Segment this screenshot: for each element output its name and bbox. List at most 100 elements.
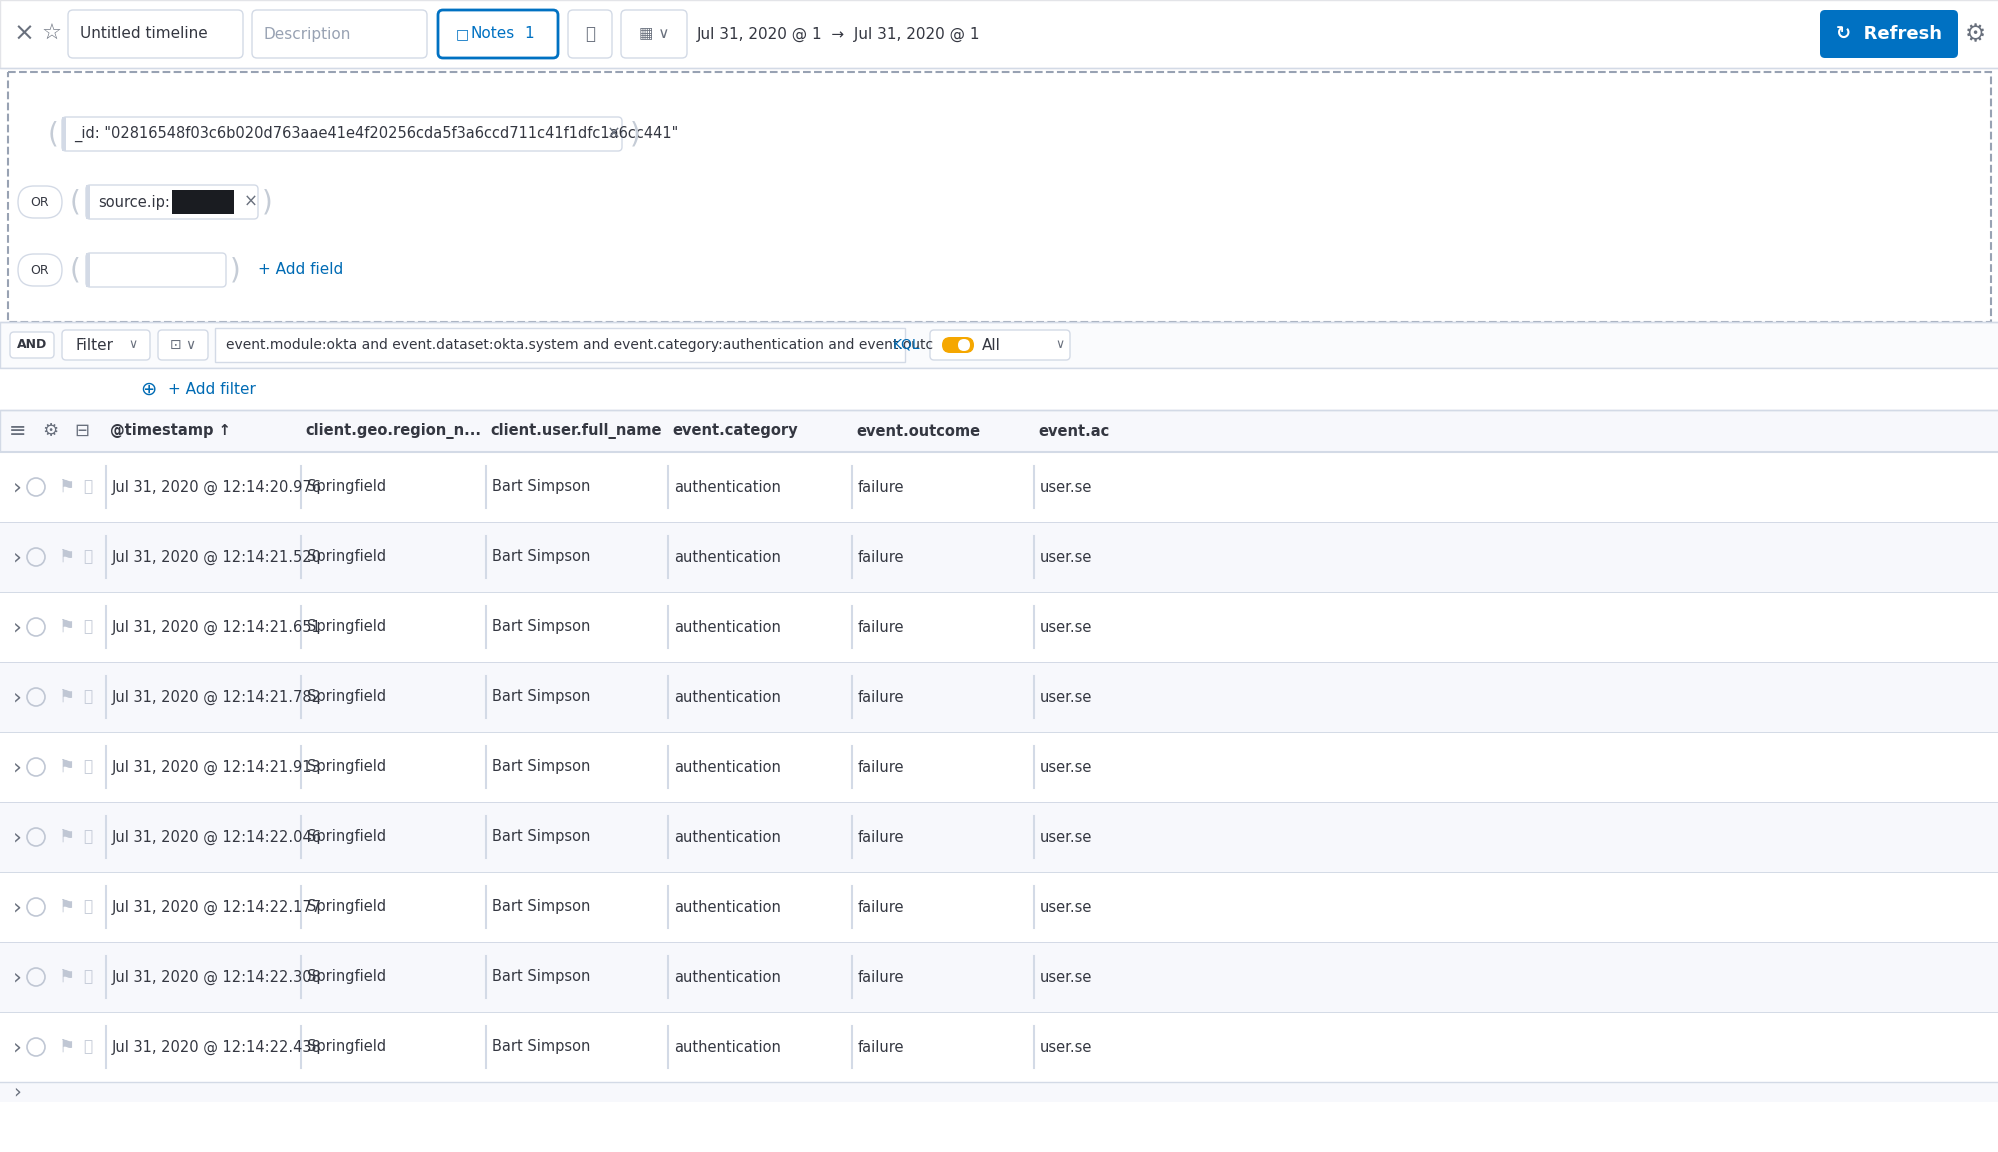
Text: KQL: KQL	[893, 338, 921, 353]
Text: ×: ×	[244, 194, 258, 211]
Text: ⧉: ⧉	[585, 25, 595, 43]
Bar	[8, 71, 1990, 323]
Text: user.se: user.se	[1039, 970, 1091, 985]
Text: (: (	[70, 256, 80, 285]
Text: event.ac: event.ac	[1037, 424, 1109, 439]
FancyBboxPatch shape	[62, 118, 621, 151]
Text: Jul 31, 2020 @ 12:14:22.438: Jul 31, 2020 @ 12:14:22.438	[112, 1039, 322, 1054]
Text: ›: ›	[14, 477, 22, 497]
Text: OR: OR	[30, 196, 50, 209]
Text: ⊡ ∨: ⊡ ∨	[170, 338, 196, 353]
Text: user.se: user.se	[1039, 900, 1091, 915]
FancyBboxPatch shape	[252, 10, 428, 58]
Text: OR: OR	[30, 264, 50, 276]
Text: 💬: 💬	[84, 479, 92, 494]
Text: failure: failure	[857, 690, 903, 705]
Text: ×: ×	[607, 126, 621, 143]
FancyBboxPatch shape	[1818, 10, 1956, 58]
Bar	[0, 410, 1998, 452]
Text: All: All	[981, 338, 1001, 353]
Text: 💬: 💬	[84, 1039, 92, 1054]
Text: ›: ›	[14, 1083, 20, 1101]
Text: 💬: 💬	[84, 759, 92, 774]
Text: 1: 1	[523, 26, 533, 41]
Text: 💬: 💬	[84, 620, 92, 635]
Text: ⚑: ⚑	[60, 968, 76, 986]
Text: _id: "02816548f03c6b020d763aae41e4f20256cda5f3a6ccd711c41f1dfc1a6cc441": _id: "02816548f03c6b020d763aae41e4f20256…	[74, 126, 677, 142]
Text: authentication: authentication	[673, 1039, 781, 1054]
Bar	[216, 328, 905, 362]
Bar	[86, 253, 90, 287]
Text: Springfield: Springfield	[308, 620, 386, 635]
Text: ∨: ∨	[128, 339, 138, 351]
Bar	[0, 522, 1998, 592]
Text: Notes: Notes	[472, 26, 515, 41]
Text: Bart Simpson: Bart Simpson	[492, 620, 589, 635]
Text: failure: failure	[857, 620, 903, 635]
Text: + Add field: + Add field	[258, 263, 344, 278]
Text: authentication: authentication	[673, 900, 781, 915]
Text: failure: failure	[857, 1039, 903, 1054]
Text: authentication: authentication	[673, 479, 781, 494]
Text: ⚑: ⚑	[60, 899, 76, 916]
Text: user.se: user.se	[1039, 620, 1091, 635]
FancyBboxPatch shape	[86, 185, 258, 219]
Text: failure: failure	[857, 550, 903, 564]
Text: Jul 31, 2020 @ 12:14:21.651: Jul 31, 2020 @ 12:14:21.651	[112, 620, 322, 635]
Text: failure: failure	[857, 829, 903, 844]
Text: Springfield: Springfield	[308, 759, 386, 774]
Bar	[0, 452, 1998, 522]
Text: event.category: event.category	[671, 424, 797, 439]
FancyBboxPatch shape	[567, 10, 611, 58]
FancyBboxPatch shape	[929, 329, 1069, 359]
FancyBboxPatch shape	[18, 253, 62, 286]
Bar	[0, 1082, 1998, 1102]
Bar	[172, 190, 234, 214]
Text: client.geo.region_n...: client.geo.region_n...	[306, 423, 482, 439]
Bar	[0, 662, 1998, 732]
Text: Bart Simpson: Bart Simpson	[492, 829, 589, 844]
Text: ⚑: ⚑	[60, 828, 76, 846]
FancyBboxPatch shape	[62, 329, 150, 359]
Text: authentication: authentication	[673, 620, 781, 635]
Text: Jul 31, 2020 @ 12:14:22.177: Jul 31, 2020 @ 12:14:22.177	[112, 900, 322, 915]
Text: + Add filter: + Add filter	[168, 381, 256, 396]
Bar	[0, 592, 1998, 662]
Text: ⚑: ⚑	[60, 758, 76, 776]
Text: source.ip:: source.ip:	[98, 195, 170, 210]
Text: Jul 31, 2020 @ 12:14:21.782: Jul 31, 2020 @ 12:14:21.782	[112, 689, 322, 705]
Text: ≡: ≡	[10, 420, 26, 441]
FancyBboxPatch shape	[158, 329, 208, 359]
Bar	[0, 323, 1998, 367]
Text: Bart Simpson: Bart Simpson	[492, 1039, 589, 1054]
Text: ×: ×	[14, 22, 36, 46]
FancyBboxPatch shape	[86, 253, 226, 287]
FancyBboxPatch shape	[941, 338, 973, 353]
Text: client.user.full_name: client.user.full_name	[490, 423, 661, 439]
Text: ›: ›	[14, 617, 22, 637]
Text: ›: ›	[14, 827, 22, 847]
Text: ›: ›	[14, 547, 22, 567]
Bar	[86, 185, 90, 219]
Text: Bart Simpson: Bart Simpson	[492, 479, 589, 494]
Text: failure: failure	[857, 970, 903, 985]
Text: failure: failure	[857, 759, 903, 774]
Text: 💬: 💬	[84, 900, 92, 915]
Bar	[0, 367, 1998, 410]
Text: ⚙: ⚙	[42, 422, 58, 440]
Text: authentication: authentication	[673, 970, 781, 985]
Bar	[0, 0, 1998, 68]
FancyBboxPatch shape	[438, 10, 557, 58]
Text: ∨: ∨	[1055, 339, 1063, 351]
Text: ): )	[629, 120, 641, 147]
Text: authentication: authentication	[673, 829, 781, 844]
Text: Bart Simpson: Bart Simpson	[492, 759, 589, 774]
Text: failure: failure	[857, 900, 903, 915]
Text: Bart Simpson: Bart Simpson	[492, 550, 589, 564]
FancyBboxPatch shape	[18, 185, 62, 218]
Text: Springfield: Springfield	[308, 829, 386, 844]
Text: Jul 31, 2020 @ 12:14:21.913: Jul 31, 2020 @ 12:14:21.913	[112, 759, 322, 774]
Text: ): )	[230, 256, 240, 285]
Text: (: (	[70, 188, 80, 217]
Text: Jul 31, 2020 @ 1  →  Jul 31, 2020 @ 1: Jul 31, 2020 @ 1 → Jul 31, 2020 @ 1	[697, 26, 979, 41]
